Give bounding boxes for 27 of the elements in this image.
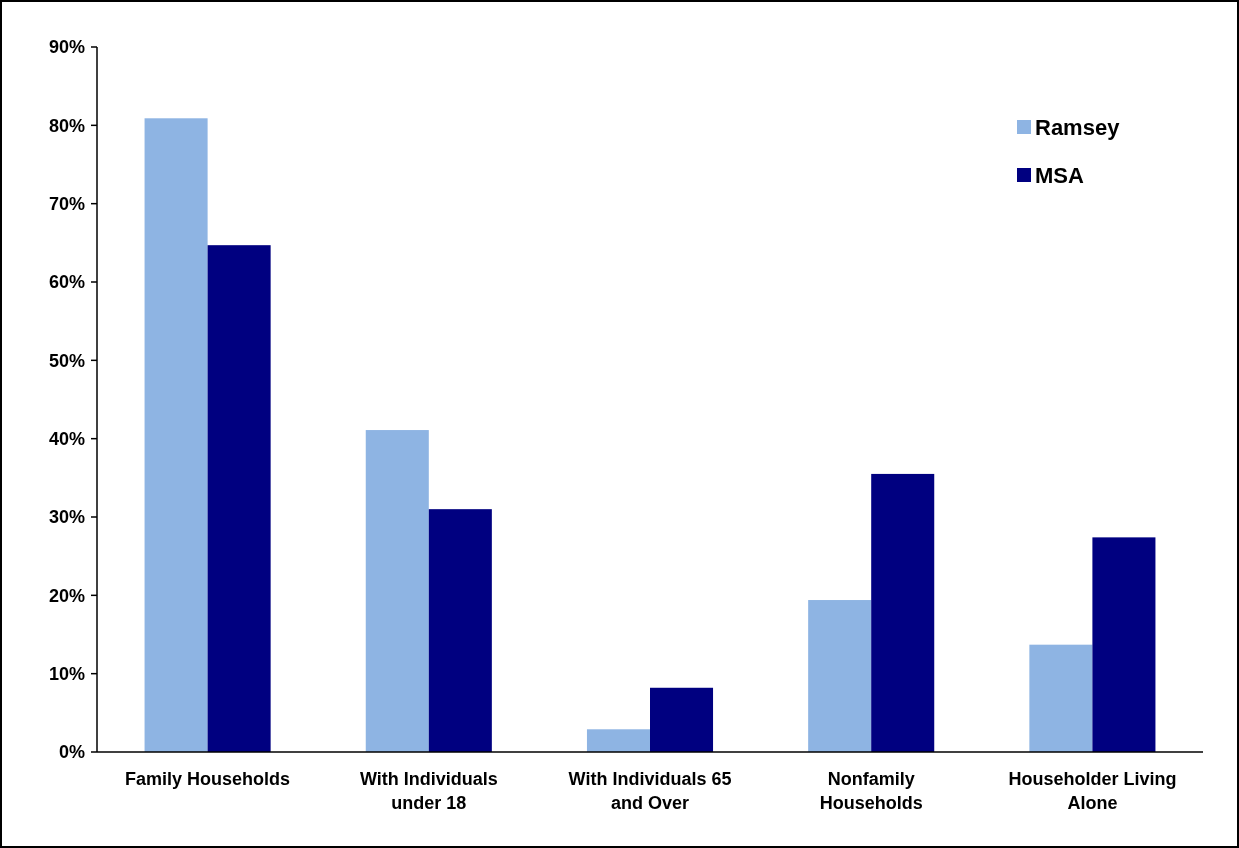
bar (428, 509, 492, 752)
y-tick-label: 90% (48, 37, 85, 58)
bar (871, 473, 935, 752)
legend-label: Ramsey (1035, 114, 1121, 140)
x-tick-label: Family Households (125, 769, 291, 789)
bar (586, 729, 650, 752)
x-tick-label: Householder Living Alone (1008, 769, 1177, 813)
y-tick-label: 30% (48, 507, 85, 528)
bar (144, 118, 208, 752)
bar (365, 430, 429, 752)
y-tick-label: 20% (48, 585, 85, 606)
x-tick-label: With Individuals under 18 (359, 769, 498, 813)
y-tick-label: 60% (48, 272, 85, 293)
y-tick-label: 0% (58, 742, 85, 763)
bar (650, 687, 714, 752)
bar (1092, 537, 1156, 752)
y-tick-label: 50% (48, 350, 85, 371)
y-tick-label: 80% (48, 115, 85, 136)
bar (808, 600, 872, 752)
legend-label: MSA (1035, 162, 1084, 188)
bar (207, 245, 271, 752)
x-tick-label: With Individuals 65 and Over (568, 769, 732, 813)
bar (1029, 644, 1093, 752)
x-tick-label: Nonfamily Households (819, 769, 923, 813)
y-tick-label: 10% (48, 663, 85, 684)
y-tick-label: 40% (48, 428, 85, 449)
y-tick-label: 70% (48, 193, 85, 214)
